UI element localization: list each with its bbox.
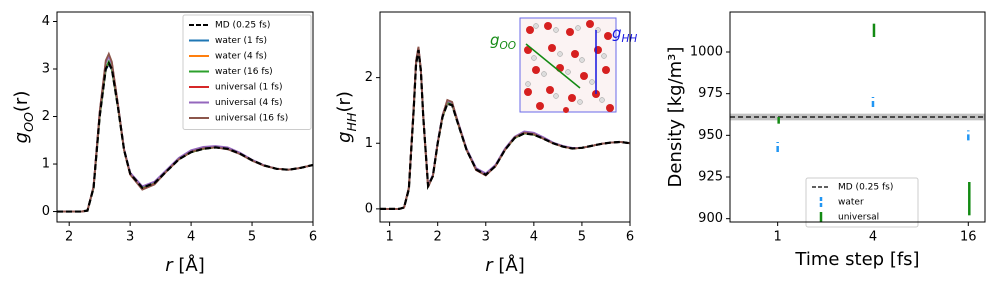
legend-label: universal (4 fs) <box>215 98 283 108</box>
annotation: gHH <box>612 24 637 46</box>
legend-frame <box>182 14 312 130</box>
annotation-main: g <box>612 24 622 42</box>
x-tick-label: 5 <box>248 230 256 245</box>
y-axis-label: gOO(r) <box>11 91 36 144</box>
x-axis-label: r [Å] <box>165 254 205 276</box>
axes-frame <box>729 11 986 223</box>
annotation: gOO <box>490 31 516 53</box>
x-axis-label: r [Å] <box>485 254 525 276</box>
annotation-main: g <box>490 31 500 49</box>
x-tick-label: 4 <box>530 230 538 245</box>
y-tick-label: 900 <box>698 211 723 226</box>
y-tick-label: 950 <box>698 128 723 143</box>
y-axis-label: gHH(r) <box>334 91 359 143</box>
x-tick-label: 1 <box>385 230 393 245</box>
legend-label: MD (0.25 fs) <box>215 21 270 31</box>
legend-frame <box>805 177 919 228</box>
y-tick-label: 1000 <box>690 45 723 60</box>
y-tick-label: 4 <box>42 14 50 29</box>
annotation-sub: HH <box>622 33 638 45</box>
x-axis-label-part: [Å] <box>493 254 525 276</box>
inset-hydrogens <box>525 23 607 105</box>
axes-frame <box>379 11 631 223</box>
series-line <box>57 60 313 213</box>
y-axis-label-part: (r) <box>11 91 32 112</box>
y-tick-label: 2 <box>42 109 50 124</box>
x-axis-label-part: [Å] <box>173 254 205 276</box>
x-tick-label: 16 <box>960 230 977 245</box>
legend-label: universal (16 fs) <box>215 114 288 124</box>
legend-label: water (4 fs) <box>215 52 267 62</box>
x-axis-label-part: r <box>165 255 174 276</box>
x-tick-label: 5 <box>578 230 586 245</box>
x-axis-label-part: r <box>485 255 494 276</box>
y-tick-label: 1 <box>365 136 373 151</box>
inset <box>519 17 617 113</box>
annotation-sub: OO <box>500 40 517 52</box>
legend-label: universal <box>838 213 879 223</box>
y-tick-label: 0 <box>42 204 50 219</box>
x-tick-label: 2 <box>65 230 73 245</box>
x-tick-label: 1 <box>774 230 782 245</box>
legend-label: water (16 fs) <box>215 67 273 77</box>
legend-label: water (1 fs) <box>215 36 267 46</box>
y-axis-label-part: g <box>11 132 32 143</box>
x-tick-label: 6 <box>309 230 317 245</box>
y-axis-label-part: HH <box>344 112 359 131</box>
series-line <box>380 49 630 210</box>
inset-oo-line <box>525 43 581 89</box>
y-axis-label-part: g <box>334 131 355 142</box>
axes-frame <box>56 11 314 223</box>
y-axis-label: Density [kg/m³] <box>665 47 686 188</box>
y-tick-label: 3 <box>42 62 50 77</box>
x-tick-label: 6 <box>626 230 634 245</box>
x-tick-label: 4 <box>869 230 877 245</box>
legend-label: MD (0.25 fs) <box>838 183 893 193</box>
x-tick-label: 4 <box>187 230 195 245</box>
y-tick-label: 0 <box>365 201 373 216</box>
x-tick-label: 2 <box>434 230 442 245</box>
x-tick-label: 3 <box>482 230 490 245</box>
y-axis-label-part: (r) <box>334 91 355 112</box>
y-tick-label: 1 <box>42 157 50 172</box>
y-tick-label: 925 <box>698 170 723 185</box>
x-tick-label: 3 <box>126 230 134 245</box>
y-axis-label-part: OO <box>21 112 36 132</box>
legend-label: water <box>838 198 864 208</box>
x-axis-label: Time step [fs] <box>794 249 919 270</box>
reference-band <box>730 113 985 121</box>
y-tick-label: 2 <box>365 70 373 85</box>
legend-label: universal (1 fs) <box>215 83 283 93</box>
y-tick-label: 975 <box>698 86 723 101</box>
